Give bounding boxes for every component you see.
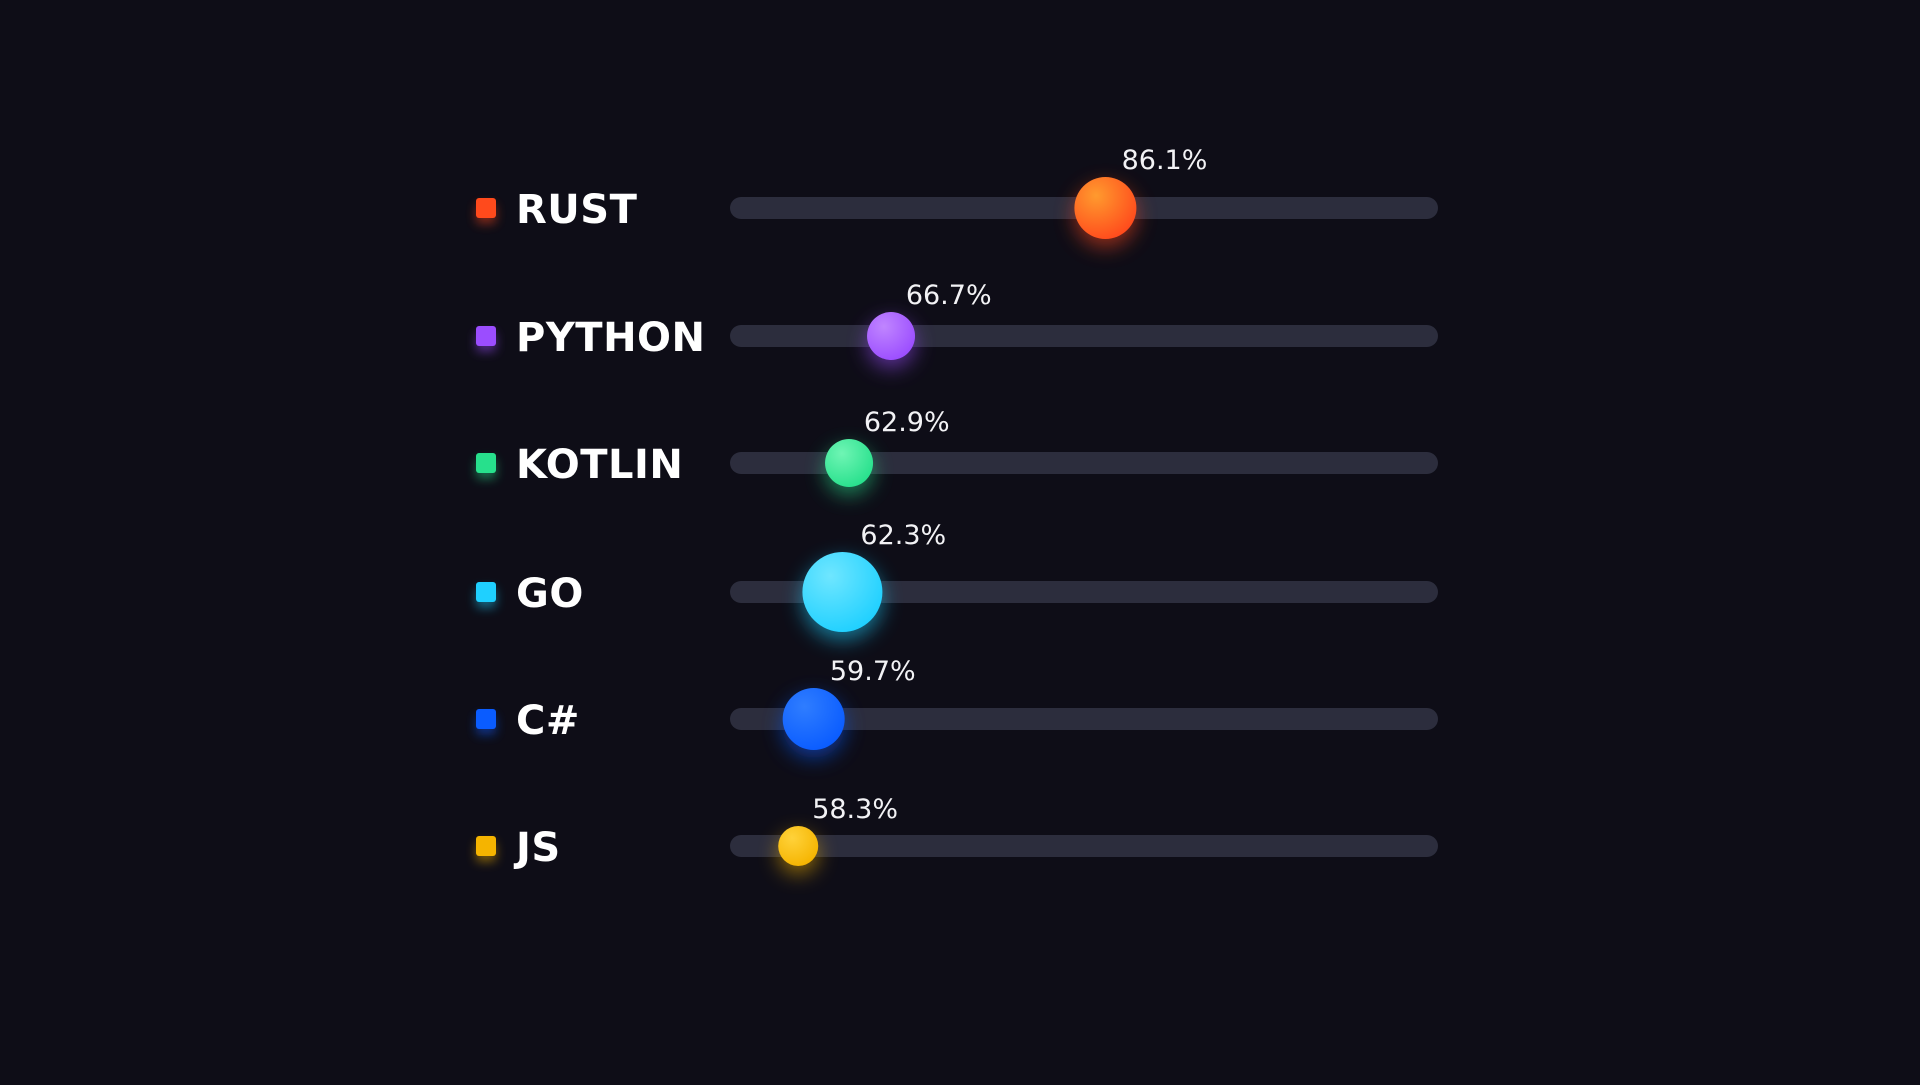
chart-row: RUST 86.1%	[476, 145, 1438, 247]
value-dot	[825, 439, 874, 487]
category-label: RUST	[516, 187, 638, 233]
legend-swatch	[476, 326, 496, 346]
category-label: JS	[513, 825, 561, 871]
value-track	[730, 325, 1438, 347]
category-label: C#	[516, 698, 580, 744]
chart-row: C# 59.7%	[476, 656, 1438, 758]
category-label: KOTLIN	[516, 442, 683, 488]
legend-swatch	[476, 582, 496, 602]
legend-swatch	[476, 836, 496, 856]
legend-swatch	[476, 198, 496, 218]
chart-rows: RUST 86.1% PYTHON 66.7% KOTLIN 62.9% GO 62.3% C#…	[476, 145, 1438, 874]
value-label: 86.1%	[1122, 145, 1208, 176]
legend-swatch	[476, 453, 496, 473]
value-track	[730, 581, 1438, 603]
value-dot	[782, 688, 845, 750]
value-track	[730, 452, 1438, 474]
value-dot	[802, 552, 883, 632]
chart-row: GO 62.3%	[476, 520, 1438, 640]
value-dot	[1074, 177, 1137, 239]
value-label: 59.7%	[830, 656, 916, 687]
value-label: 66.7%	[906, 280, 992, 311]
category-label: GO	[516, 571, 584, 617]
legend-swatch	[476, 709, 496, 729]
chart-row: JS 58.3%	[476, 794, 1438, 874]
value-label: 62.3%	[860, 520, 946, 551]
chart-row: KOTLIN 62.9%	[476, 407, 1438, 495]
value-label: 62.9%	[864, 407, 950, 438]
value-track	[730, 708, 1438, 730]
category-label: PYTHON	[516, 315, 706, 361]
value-dot	[778, 826, 819, 866]
chart-row: PYTHON 66.7%	[476, 280, 1438, 368]
value-label: 58.3%	[812, 794, 898, 825]
value-track	[730, 835, 1438, 857]
value-dot	[867, 312, 916, 360]
